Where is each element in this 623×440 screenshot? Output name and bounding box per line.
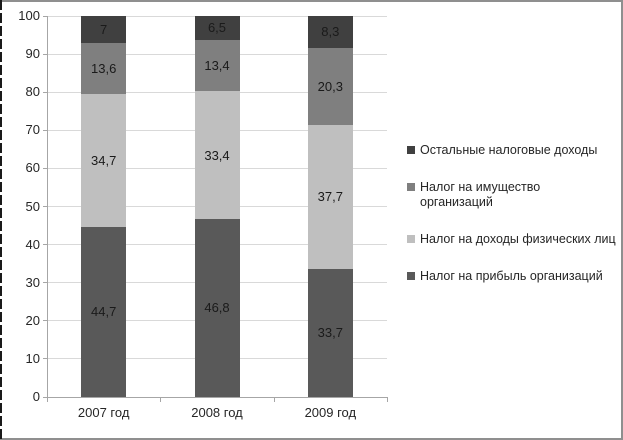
bar-segment: 8,3 [307,16,353,48]
y-axis-tick [43,15,47,17]
y-tick-label: 0 [32,389,40,404]
legend-marker [407,235,415,243]
y-axis-tick [43,91,47,93]
legend-label: Налог на прибыль организаций [420,269,603,283]
y-axis-tick [43,358,47,360]
frame-border-left-dashed [0,0,2,440]
bar-segment: 46,8 [194,218,240,397]
y-tick-label: 70 [25,122,40,138]
y-axis-tick [43,206,47,207]
bar-segment: 34,7 [81,94,127,227]
frame-border-bottom [0,438,623,440]
x-axis-tick [47,397,48,402]
data-label: 33,4 [204,147,230,163]
y-axis-tick [43,167,47,169]
data-label: 33,7 [317,325,343,341]
y-tick-label: 40 [25,236,40,252]
y-axis-tick [43,244,47,246]
y-tick-label: 30 [25,274,40,290]
legend-item: Налог на имущество организаций [407,180,623,210]
x-axis-line [47,397,388,398]
y-tick-label: 20 [25,312,40,328]
y-tick-label: 100 [18,8,40,23]
legend-marker [407,183,415,191]
category-label: 2009 год [304,405,357,420]
y-tick-label: 10 [25,350,40,366]
data-label: 13,6 [91,61,117,77]
legend-label: Остальные налоговые доходы [420,143,598,157]
x-axis-tick [387,397,388,402]
y-axis-line [47,16,48,398]
y-axis-tick [43,282,47,284]
legend: Остальные налоговые доходы Налог на имуще… [407,143,623,284]
bar-segment: 44,7 [81,226,127,397]
bar-segment: 13,6 [81,42,127,95]
data-label: 34,7 [91,153,117,169]
y-axis-tick [43,53,47,55]
data-label: 7 [100,21,108,37]
data-label: 46,8 [204,300,230,316]
data-label: 44,7 [91,304,117,320]
frame-border-right [621,0,623,440]
y-axis-tick [43,320,47,322]
data-label: 37,7 [317,189,343,205]
bar-segment: 7 [81,16,127,43]
bar-segment: 37,7 [307,124,353,269]
data-label: 20,3 [317,78,343,94]
y-tick-label: 80 [25,84,40,100]
bar-segment: 6,5 [194,15,240,41]
y-axis-tick [43,129,47,131]
y-tick-label: 60 [25,160,40,176]
legend-item: Налог на прибыль организаций [407,269,623,284]
legend-item: Остальные налоговые доходы [407,143,623,158]
bar-segment: 20,3 [307,47,353,125]
y-tick-label: 50 [25,198,40,214]
bar-segment: 13,4 [194,40,240,92]
legend-item: Налог на доходы физических лиц [407,232,623,247]
y-tick-label: 90 [25,46,40,62]
legend-label: Налог на имущество организаций [420,180,541,209]
data-label: 8,3 [321,24,340,40]
bar-segment: 33,7 [307,268,353,397]
legend-marker [407,146,415,154]
x-axis-tick [273,397,275,402]
category-label: 2008 год [191,405,243,420]
legend-marker [407,272,415,280]
frame-border-top [0,0,623,2]
y-axis-tick [43,396,47,398]
legend-label: Налог на доходы физических лиц [420,232,616,246]
data-label: 13,4 [204,58,230,74]
data-label: 6,5 [207,20,227,36]
x-axis-tick [160,397,162,402]
category-label: 2007 год [77,405,130,420]
bar-segment: 33,4 [194,91,240,219]
